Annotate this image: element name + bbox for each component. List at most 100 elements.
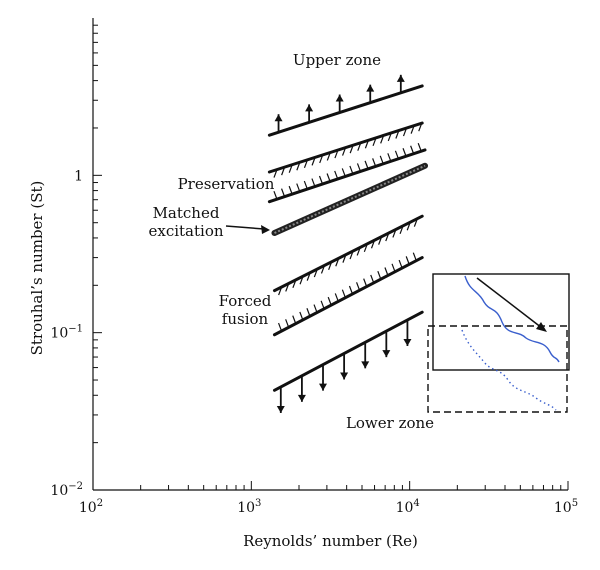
hatch-mark [318,175,324,185]
hatch-mark [285,283,290,292]
matched-pointer-head [261,225,270,234]
hatch-mark [348,285,354,295]
hatch-mark [285,319,290,328]
hatch-mark [349,165,354,175]
hatch-mark [303,159,309,169]
hatch-mark [296,183,301,192]
inset-diagram [427,273,570,413]
annotations: Upper zone Preservation Matched excitation F… [148,51,434,432]
band-line [272,256,424,337]
hatch-mark [335,258,340,267]
annotation-forced: Forced fusion [219,292,272,328]
hatch-mark [370,274,375,284]
hatch-mark [363,278,368,287]
hatch-mark [320,265,326,274]
annotation-matched: Matched excitation [148,204,223,240]
hatch-mark [292,315,297,324]
zone-arrowhead [274,114,283,122]
hatch-mark [299,311,304,321]
inset-solid-curve [464,275,560,363]
hatch-mark [356,282,361,291]
hatch-mark [380,135,385,144]
hatch-mark [278,286,283,296]
hatch-mark [387,153,392,162]
band-lower [272,310,424,413]
hatch-mark [372,158,377,167]
hatch-mark [405,256,410,265]
band-line [267,148,427,204]
hatch-mark [410,125,415,134]
band-forced [272,252,424,337]
hatch-mark [313,304,318,313]
inset-solid-box [432,273,570,371]
zone-arrowhead [335,94,344,102]
inset-arrow-head [536,322,547,332]
hatch-mark [334,293,339,302]
hatch-mark [334,149,339,159]
hatch-mark [328,261,333,271]
hatch-mark [319,154,324,164]
hatch-mark [406,222,411,231]
y-tick-label: 1 [74,168,83,184]
band-matched [271,162,429,237]
zone-arrowhead [396,74,405,82]
band-band2 [272,214,424,296]
y-tick-label: 10−2 [50,481,83,499]
inset-dashed-box [427,325,568,413]
hatch-mark [395,130,400,139]
hatch-mark [418,122,423,132]
zone-arrowhead [382,350,391,358]
hatch-mark [413,218,418,227]
hatch-mark [303,180,308,190]
hatch-mark [364,160,369,170]
chart-bands [267,74,429,413]
hatch-mark [349,144,354,154]
hatch-mark [417,142,422,152]
hatch-mark [296,162,301,171]
axis-ticks [92,24,569,491]
hatch-mark [281,166,286,176]
zone-arrowhead [403,338,412,346]
hatch-mark [311,157,316,166]
hatch-mark [273,169,278,178]
hatch-mark [391,263,396,273]
hatch-mark [398,259,403,269]
y-tick-label: 10−1 [50,324,83,342]
matched-pointer-line [225,225,265,230]
annotation-lower_zone: Lower zone [346,414,434,432]
hatch-mark [326,152,331,161]
hatch-mark [342,254,347,263]
hatch-mark [341,168,346,177]
band-line [267,121,424,174]
hatch-mark [341,147,347,156]
hatch-mark [356,247,361,256]
x-tick-label: 105 [554,498,578,516]
hatch-mark [280,188,286,197]
axes [92,18,568,491]
hatch-mark [363,243,368,253]
hatch-mark [306,272,311,281]
hatch-mark [311,178,316,187]
zone-arrowhead [361,361,370,369]
band-upper [267,74,424,137]
band-line [267,84,424,137]
hatch-mark [349,250,354,260]
x-tick-label: 104 [396,498,420,516]
hatch-mark [273,190,278,200]
zone-arrowhead [366,84,375,92]
hatch-mark [299,276,304,285]
tick-labels: 102 103 104 105 10−2 10−1 1 [50,168,578,516]
band-preservation [267,142,427,204]
hatch-mark [412,252,417,261]
hatch-mark [399,225,404,235]
zone-arrowhead [319,383,328,391]
hatch-mark [372,137,377,147]
hatch-mark [377,270,382,280]
hatch-mark [320,300,325,310]
hatch-mark [357,142,362,151]
zone-arrowhead [305,104,314,112]
x-tick-label: 102 [79,498,103,516]
inset-arrow-line [476,277,543,329]
hatch-mark [292,279,297,289]
band-line [272,214,424,293]
